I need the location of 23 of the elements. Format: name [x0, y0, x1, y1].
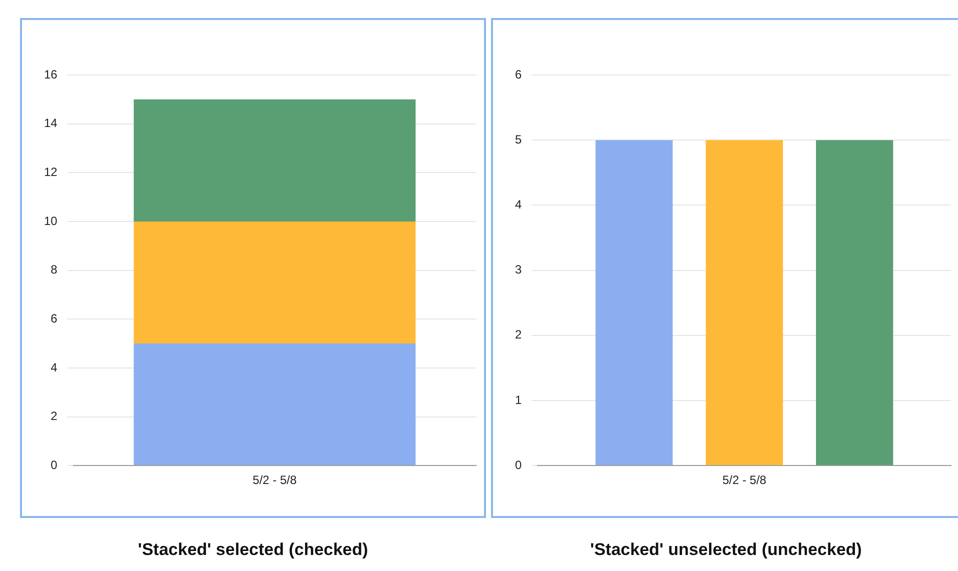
y-tick-label: 2 [50, 409, 58, 424]
y-tick-label: 5 [514, 132, 522, 146]
y-tick-label: 10 [44, 214, 58, 228]
y-tick-label: 4 [514, 198, 522, 212]
y-tick-label: 6 [50, 311, 58, 326]
x-tick-label: 5/2 - 5/8 [722, 473, 767, 488]
y-tick-label: 6 [514, 67, 522, 82]
y-tick-label: 3 [514, 262, 522, 277]
bar [134, 221, 416, 344]
y-tick-label: 16 [44, 67, 58, 82]
text: 'Stacked' unselected (unchecked) [589, 540, 863, 560]
y-tick-label: 0 [50, 458, 58, 472]
y-tick-label: 4 [50, 360, 58, 374]
y-tick-label: 0 [514, 458, 522, 472]
y-tick-label: 14 [44, 116, 58, 130]
text: 'Stacked' selected (checked) [136, 540, 370, 560]
y-tick-label: 8 [50, 262, 58, 277]
bar [134, 344, 416, 466]
y-tick-label: 2 [514, 328, 522, 342]
x-tick-label: 5/2 - 5/8 [252, 473, 298, 488]
y-tick-label: 1 [514, 392, 522, 407]
bar [134, 99, 416, 222]
y-tick-label: 12 [44, 164, 58, 179]
